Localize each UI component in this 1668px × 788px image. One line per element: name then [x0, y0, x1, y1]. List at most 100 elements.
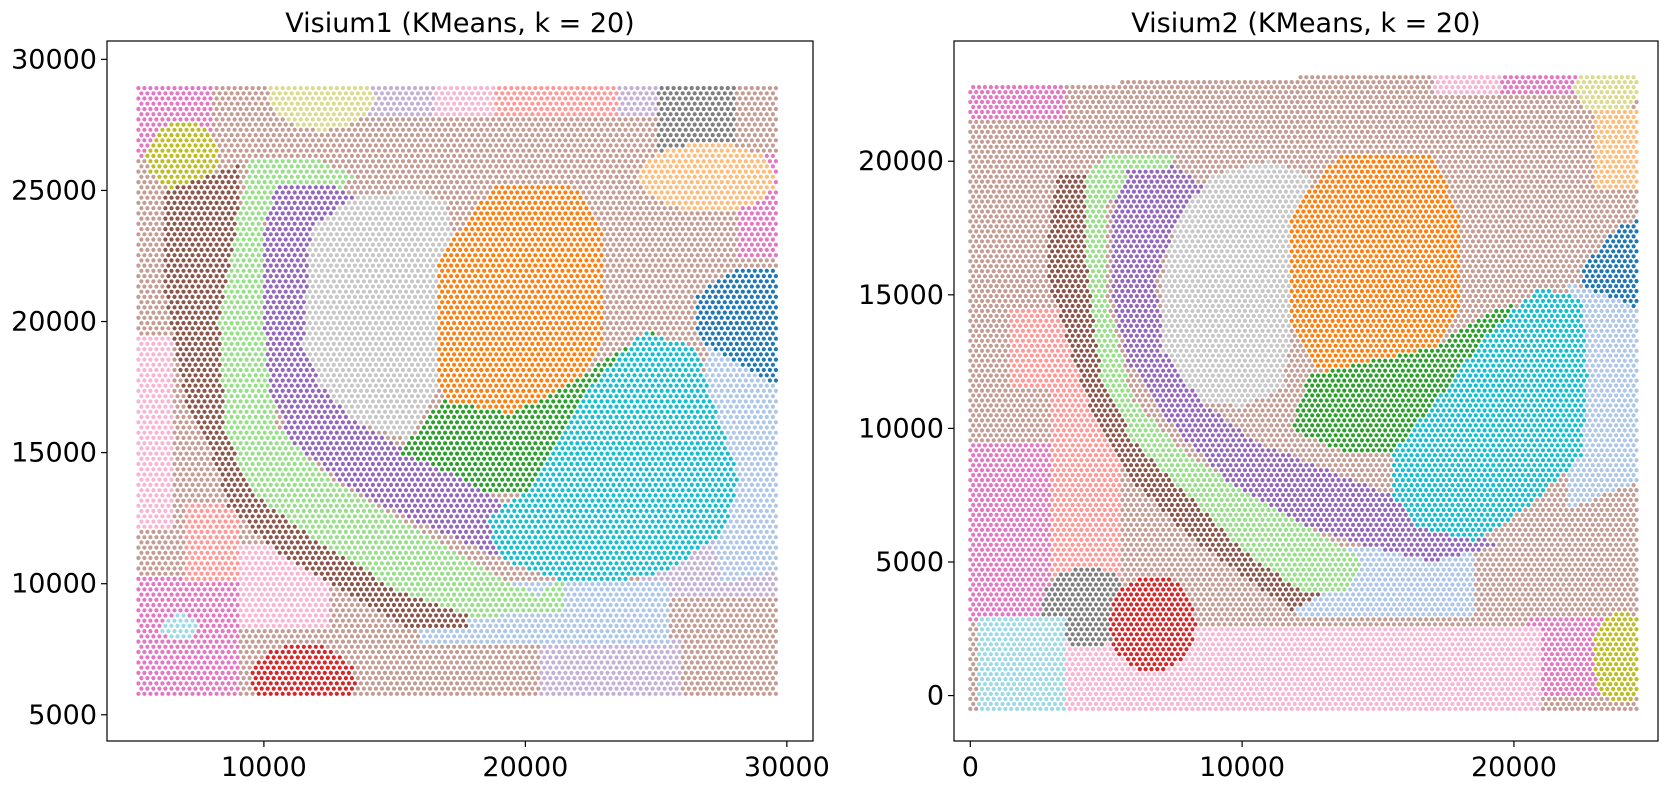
- spot-rosybrown: [181, 477, 186, 482]
- spot-light_green: [421, 540, 427, 545]
- spot-pink: [232, 691, 237, 696]
- spot-rosybrown: [418, 691, 424, 696]
- spot-light_green: [425, 597, 430, 602]
- spot-rosybrown: [298, 629, 303, 634]
- spot-light_green: [256, 472, 261, 477]
- spot-light_pink: [289, 613, 294, 618]
- spot-pink: [178, 681, 183, 686]
- spot-lavender: [647, 660, 652, 665]
- spot-cyan: [566, 571, 571, 576]
- spot-rosybrown: [412, 639, 418, 644]
- spot-pink: [229, 676, 234, 681]
- spot-lavender: [584, 644, 589, 649]
- spot-light_green: [464, 561, 469, 566]
- spot-cyan: [638, 571, 643, 576]
- spot-light_blue: [773, 493, 779, 498]
- spot-rosybrown: [479, 649, 484, 655]
- spot-purple: [479, 514, 484, 519]
- spot-rosybrown: [452, 540, 457, 545]
- spot-light_pink: [157, 498, 162, 503]
- spot-light_pink: [301, 582, 306, 587]
- spot-rosybrown: [148, 555, 153, 561]
- spot-cyan: [533, 524, 538, 529]
- spot-light_green: [415, 592, 421, 597]
- spot-cyan: [557, 451, 562, 456]
- spot-rosybrown: [346, 639, 351, 644]
- spot-lavender: [764, 592, 769, 597]
- spot-light_green: [440, 582, 445, 587]
- spot-light_green: [431, 555, 436, 561]
- spot-cyan: [641, 555, 646, 561]
- spot-pink: [187, 592, 192, 597]
- spot-rosybrown: [722, 623, 727, 629]
- spot-lavender: [668, 571, 673, 576]
- spot-light_green: [364, 524, 369, 529]
- spot-red: [331, 655, 336, 660]
- spot-green: [467, 451, 472, 456]
- spot-lavender: [572, 665, 577, 670]
- spot-cyan: [539, 472, 544, 477]
- spot-cyan: [686, 477, 691, 482]
- spot-light_green: [485, 576, 490, 582]
- spot-red: [337, 686, 342, 691]
- spot-lavender: [671, 576, 676, 582]
- spot-light_blue: [485, 618, 490, 623]
- spot-brown: [277, 540, 282, 545]
- spot-purple: [485, 524, 490, 529]
- spot-light_pink: [259, 550, 264, 555]
- spot-green: [437, 461, 442, 467]
- spot-pink: [187, 613, 192, 618]
- spot-cyan: [569, 545, 574, 550]
- spot-pale_cyan: [181, 634, 186, 639]
- spot-light_green: [437, 545, 442, 550]
- spot-red: [256, 660, 261, 665]
- spot-purple: [470, 540, 475, 545]
- spot-rosybrown: [707, 639, 712, 644]
- spot-rosybrown: [256, 639, 261, 644]
- spot-rosybrown: [205, 467, 210, 472]
- spot-brown: [349, 582, 354, 587]
- spot-cyan: [701, 535, 706, 540]
- spot-cyan: [536, 529, 541, 535]
- spot-purple: [373, 456, 378, 461]
- spot-rosybrown: [328, 618, 333, 623]
- spot-purple: [397, 467, 403, 472]
- spot-rosybrown: [764, 665, 769, 670]
- spot-light_blue: [464, 634, 469, 639]
- spot-purple: [397, 498, 403, 503]
- spot-red: [286, 649, 291, 655]
- spot-pink: [202, 629, 207, 634]
- spot-light_blue: [644, 602, 649, 608]
- spot-salmon: [208, 514, 213, 519]
- spot-lavender: [623, 681, 628, 686]
- spot-light_blue: [539, 618, 544, 623]
- spot-rosybrown: [310, 639, 315, 644]
- spot-rosybrown: [346, 597, 351, 602]
- spot-rosybrown: [352, 608, 357, 613]
- spot-red: [319, 686, 324, 691]
- spot-purple: [476, 519, 481, 524]
- spot-pink: [202, 587, 207, 592]
- spot-brown: [298, 535, 303, 540]
- spot-rosybrown: [713, 691, 718, 696]
- spot-salmon: [193, 519, 198, 524]
- spot-rosybrown: [773, 660, 779, 665]
- spot-light_green: [509, 597, 514, 602]
- spot-pink: [226, 597, 231, 602]
- spot-cyan: [593, 472, 598, 477]
- spot-light_green: [418, 555, 424, 561]
- spot-rosybrown: [370, 660, 375, 665]
- spot-light_green: [373, 540, 378, 545]
- spot-light_green: [298, 451, 303, 456]
- spot-purple: [449, 524, 454, 529]
- spot-rosybrown: [244, 649, 249, 655]
- spot-light_green: [421, 550, 427, 555]
- spot-cyan: [545, 545, 550, 550]
- spot-cyan: [512, 529, 517, 535]
- spot-rosybrown: [190, 461, 195, 467]
- spot-green: [509, 482, 514, 487]
- spot-cyan: [542, 519, 547, 524]
- spot-light_green: [259, 488, 264, 493]
- spot-cyan: [653, 503, 658, 508]
- spot-light_green: [428, 540, 433, 545]
